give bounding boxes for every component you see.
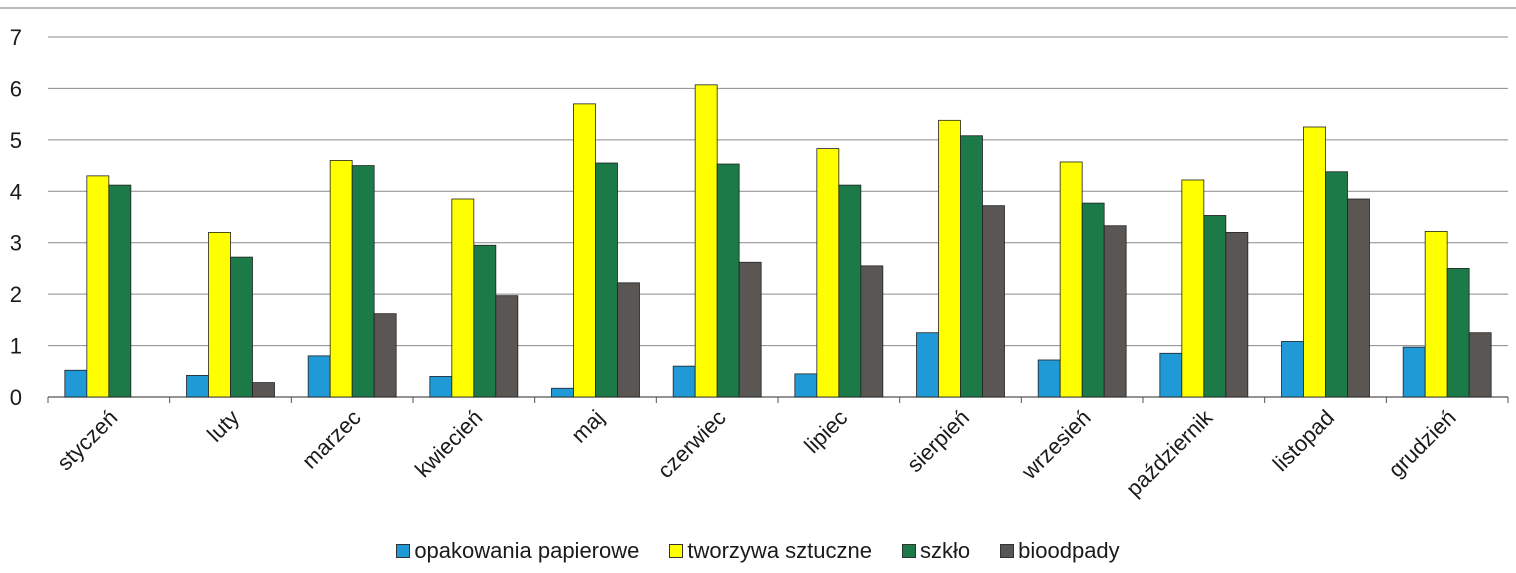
bar-tworzywa-sztuczne-7	[816, 148, 840, 398]
bar-opakowania-papierowe-10	[1159, 352, 1183, 398]
legend-swatch	[396, 544, 411, 558]
bar-szkło-1	[108, 184, 132, 398]
bar-opakowania-papierowe-11	[1281, 341, 1304, 398]
y-tick-label: 4	[10, 179, 22, 204]
legend-item: opakowania papierowe	[396, 538, 639, 564]
y-tick-label: 3	[10, 231, 22, 256]
legend-item: bioodpady	[1000, 538, 1120, 564]
bar-tworzywa-sztuczne-4	[451, 198, 475, 398]
legend-swatch	[669, 544, 684, 558]
bar-bioodpady-9	[1103, 225, 1127, 398]
bar-opakowania-papierowe-4	[429, 376, 453, 398]
bar-tworzywa-sztuczne-2	[208, 232, 231, 398]
legend-label: bioodpady	[1018, 538, 1120, 563]
x-tick-label: listopad	[1268, 405, 1339, 476]
bar-tworzywa-sztuczne-8	[938, 119, 961, 398]
bar-szkło-6	[716, 163, 740, 398]
bar-szkło-7	[838, 184, 862, 398]
bar-szkło-2	[230, 256, 253, 398]
x-tick-label: grudzień	[1383, 405, 1460, 482]
bar-tworzywa-sztuczne-9	[1059, 161, 1083, 398]
legend-swatch	[902, 544, 916, 558]
legend-item: tworzywa sztuczne	[669, 538, 872, 564]
bar-bioodpady-7	[860, 265, 884, 398]
bar-opakowania-papierowe-1	[64, 369, 88, 398]
x-tick-label: sierpień	[902, 405, 974, 477]
bar-tworzywa-sztuczne-10	[1181, 179, 1205, 398]
y-tick-label: 6	[10, 76, 22, 101]
bar-chart-svg: 0 1 2 3 4 5 6 7 styczeń luty marzec kwiecień maj czer…	[0, 7, 1516, 501]
chart-legend: opakowania papierowe tworzywa sztuczne szk…	[0, 538, 1516, 564]
bar-bioodpady-3	[373, 313, 397, 398]
legend-swatch	[1000, 544, 1015, 558]
bar-bioodpady-8	[982, 205, 1005, 398]
x-tick-label: styczeń	[52, 405, 122, 475]
bar-szkło-3	[351, 165, 375, 398]
x-tick-label: wrzesień	[1016, 405, 1096, 485]
bar-szkło-10	[1203, 215, 1227, 398]
bar-szkło-4	[473, 244, 497, 398]
bar-bioodpady-6	[738, 261, 762, 398]
bar-tworzywa-sztuczne-6	[694, 84, 718, 398]
bar-opakowania-papierowe-8	[916, 332, 939, 398]
bar-bioodpady-11	[1347, 198, 1370, 398]
x-tick-label: kwiecień	[410, 405, 487, 482]
legend-item: szkło	[902, 538, 970, 564]
y-tick-label: 7	[10, 25, 22, 50]
x-tick-label: październik	[1121, 404, 1218, 501]
bar-tworzywa-sztuczne-11	[1303, 126, 1326, 398]
bar-tworzywa-sztuczne-5	[573, 103, 596, 398]
y-tick-label: 5	[10, 128, 22, 153]
legend-label: opakowania papierowe	[414, 538, 640, 563]
bar-tworzywa-sztuczne-12	[1424, 230, 1448, 398]
bar-szkło-8	[960, 135, 983, 398]
bar-opakowania-papierowe-2	[186, 374, 209, 398]
legend-label: szkło	[920, 538, 971, 563]
bar-szkło-9	[1081, 202, 1105, 398]
bar-opakowania-papierowe-9	[1037, 359, 1061, 398]
y-tick-label: 2	[10, 282, 22, 307]
bar-szkło-5	[595, 162, 618, 398]
bar-szkło-12	[1446, 268, 1470, 398]
x-tick-label: czerwiec	[653, 405, 731, 483]
bar-tworzywa-sztuczne-1	[86, 175, 110, 398]
y-tick-label: 0	[10, 385, 22, 410]
bar-bioodpady-4	[495, 295, 519, 398]
y-tick-label: 1	[10, 334, 22, 359]
bar-bioodpady-2	[252, 382, 275, 398]
bar-opakowania-papierowe-3	[307, 355, 331, 398]
bar-opakowania-papierowe-5	[551, 387, 574, 398]
bar-tworzywa-sztuczne-3	[329, 160, 353, 398]
bar-opakowania-papierowe-6	[672, 365, 696, 398]
bar-szkło-11	[1325, 171, 1348, 398]
x-tick-label: luty	[202, 405, 244, 447]
bar-bioodpady-10	[1225, 232, 1249, 398]
bar-bioodpady-5	[617, 282, 640, 398]
bar-bioodpady-12	[1468, 332, 1492, 398]
legend-label: tworzywa sztuczne	[687, 538, 872, 563]
bar-opakowania-papierowe-12	[1402, 346, 1426, 398]
x-tick-label: lipiec	[799, 405, 852, 458]
x-tick-label: maj	[566, 405, 609, 448]
bar-opakowania-papierowe-7	[794, 373, 818, 398]
x-tick-label: marzec	[297, 405, 366, 474]
